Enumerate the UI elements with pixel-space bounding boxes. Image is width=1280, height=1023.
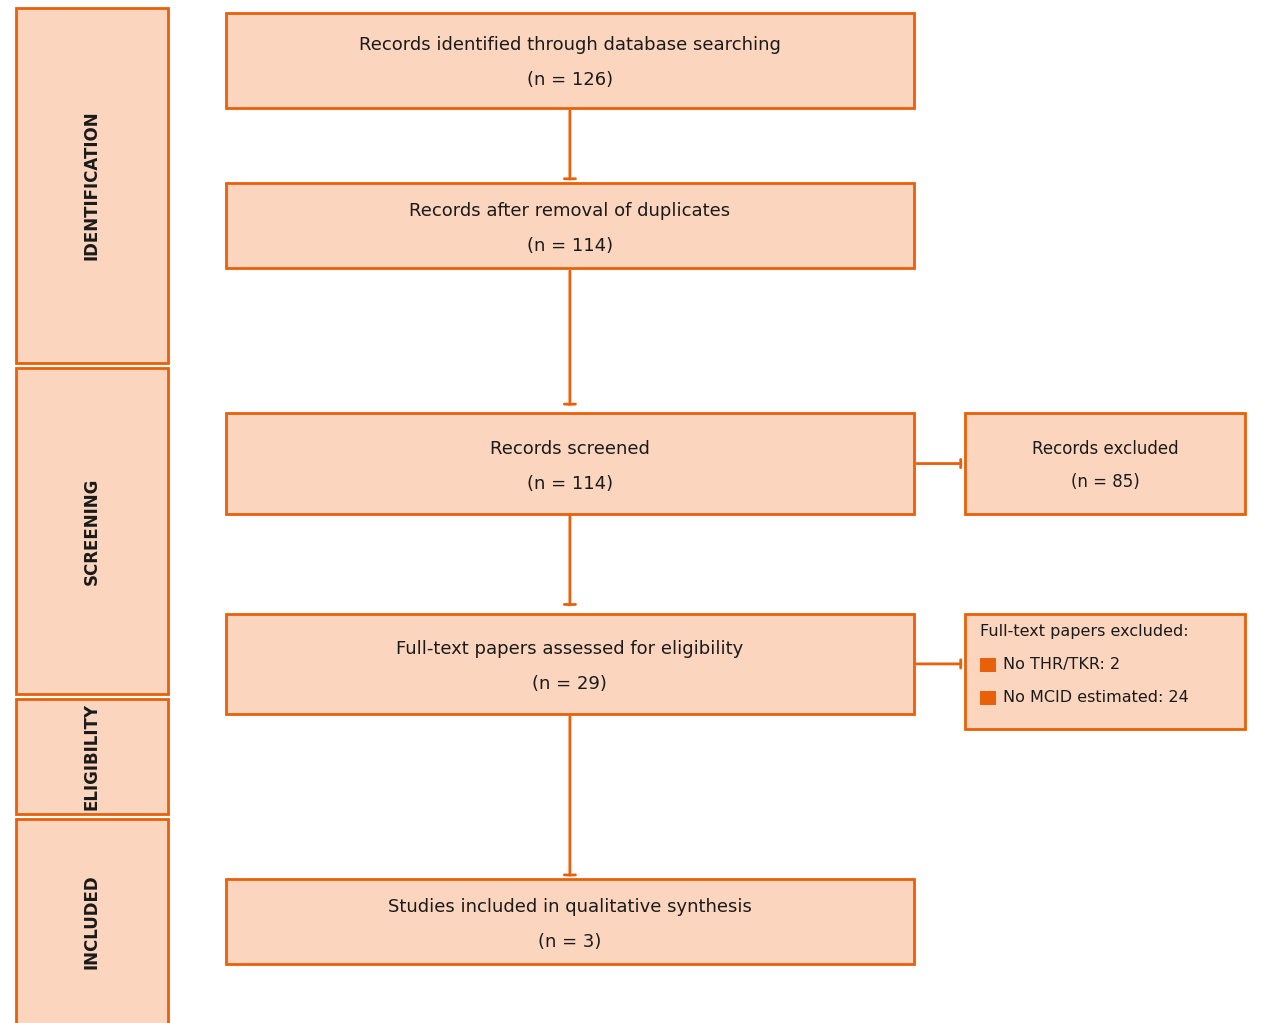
Text: Studies included in qualitative synthesis: Studies included in qualitative synthesi… [388, 898, 751, 916]
FancyBboxPatch shape [225, 413, 914, 514]
FancyBboxPatch shape [225, 879, 914, 965]
FancyBboxPatch shape [965, 413, 1245, 514]
Text: No THR/TKR: 2: No THR/TKR: 2 [1004, 658, 1120, 672]
Text: SCREENING: SCREENING [83, 478, 101, 585]
FancyBboxPatch shape [15, 368, 169, 694]
Text: Records identified through database searching: Records identified through database sear… [358, 37, 781, 54]
FancyBboxPatch shape [225, 13, 914, 108]
Text: (n = 114): (n = 114) [527, 236, 613, 255]
Text: (n = 85): (n = 85) [1071, 473, 1139, 491]
FancyBboxPatch shape [15, 819, 169, 1023]
FancyBboxPatch shape [980, 658, 996, 672]
Text: Records excluded: Records excluded [1032, 440, 1179, 457]
Text: IDENTIFICATION: IDENTIFICATION [83, 110, 101, 261]
Text: ELIGIBILITY: ELIGIBILITY [83, 703, 101, 810]
FancyBboxPatch shape [15, 8, 169, 363]
Text: (n = 3): (n = 3) [538, 933, 602, 950]
FancyBboxPatch shape [965, 614, 1245, 729]
Text: Records screened: Records screened [490, 440, 650, 457]
FancyBboxPatch shape [980, 691, 996, 705]
Text: Full-text papers excluded:: Full-text papers excluded: [980, 624, 1189, 639]
Text: Full-text papers assessed for eligibility: Full-text papers assessed for eligibilit… [397, 639, 744, 658]
FancyBboxPatch shape [225, 183, 914, 268]
Text: (n = 126): (n = 126) [527, 72, 613, 89]
Text: Records after removal of duplicates: Records after removal of duplicates [410, 202, 731, 220]
Text: (n = 29): (n = 29) [532, 675, 607, 693]
Text: INCLUDED: INCLUDED [83, 875, 101, 969]
Text: No MCID estimated: 24: No MCID estimated: 24 [1004, 691, 1189, 706]
FancyBboxPatch shape [225, 614, 914, 714]
Text: (n = 114): (n = 114) [527, 475, 613, 493]
FancyBboxPatch shape [15, 699, 169, 814]
